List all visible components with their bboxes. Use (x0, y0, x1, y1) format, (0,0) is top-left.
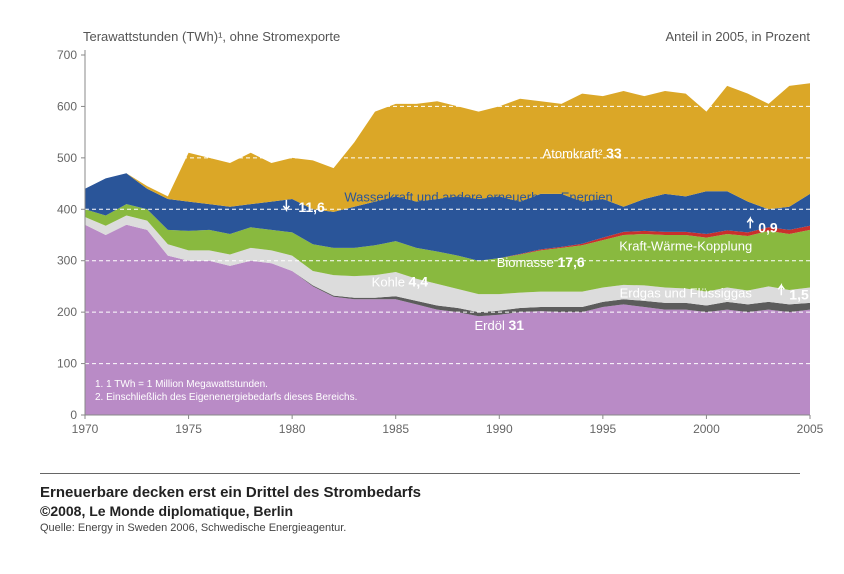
y-tick-label: 100 (57, 357, 77, 371)
series-value-wasserkraft: 11,6 (298, 199, 325, 215)
chart-title: Erneuerbare decken erst ein Drittel des … (40, 484, 800, 501)
copyright: ©2008, Le Monde diplomatique, Berlin (40, 503, 800, 519)
left-axis-title: Terawattstunden (TWh)¹, ohne Stromexport… (83, 29, 340, 44)
right-axis-title: Anteil in 2005, in Prozent (665, 29, 810, 44)
divider (40, 473, 800, 474)
y-tick-label: 700 (57, 48, 77, 62)
x-tick-label: 1985 (382, 422, 409, 436)
series-label-atomkraft: Atomkraft² 33 (543, 145, 622, 161)
y-tick-label: 600 (57, 99, 77, 113)
y-tick-label: 0 (70, 408, 77, 422)
x-tick-label: 2005 (797, 422, 824, 436)
footnote: 2. Einschließlich des Eigenenergiebedarf… (95, 392, 357, 403)
x-tick-label: 1975 (175, 422, 202, 436)
source: Quelle: Energy in Sweden 2006, Schwedisc… (40, 522, 800, 534)
chart-container: 0 100 200 300 400 500 600 700 1970 1975 1980 1985 19… (40, 20, 815, 450)
y-tick-label: 200 (57, 305, 77, 319)
x-tick-label: 1990 (486, 422, 513, 436)
x-tick-label: 1995 (590, 422, 617, 436)
series-value-erdgas: 1,5 (789, 286, 809, 302)
y-tick-label: 500 (57, 151, 77, 165)
x-tick-label: 1970 (72, 422, 99, 436)
series-value-kwk: 0,9 (758, 219, 778, 235)
footnote: 1. 1 TWh = 1 Million Megawattstunden. (95, 379, 268, 390)
y-tick-label: 300 (57, 254, 77, 268)
series-label-kohle: Kohle 4,4 (372, 273, 429, 289)
y-tick-label: 400 (57, 202, 77, 216)
stacked-area-chart: 0 100 200 300 400 500 600 700 1970 1975 1980 1985 19… (40, 20, 815, 450)
series-label-kwk: Kraft-Wärme-Kopplung (619, 238, 752, 253)
series-label-erdgas: Erdgas und Flüssiggas (620, 286, 753, 301)
series-label-wasserkraft: Wasserkraft und andere erneuerbare Energ… (344, 190, 612, 205)
footer: Erneuerbare decken erst ein Drittel des … (40, 473, 800, 534)
x-tick-label: 1980 (279, 422, 306, 436)
series-label-biomasse: Biomasse 17,6 (497, 254, 585, 270)
series-label-erdoel: Erdöl 31 (475, 317, 525, 333)
x-tick-label: 2000 (693, 422, 720, 436)
